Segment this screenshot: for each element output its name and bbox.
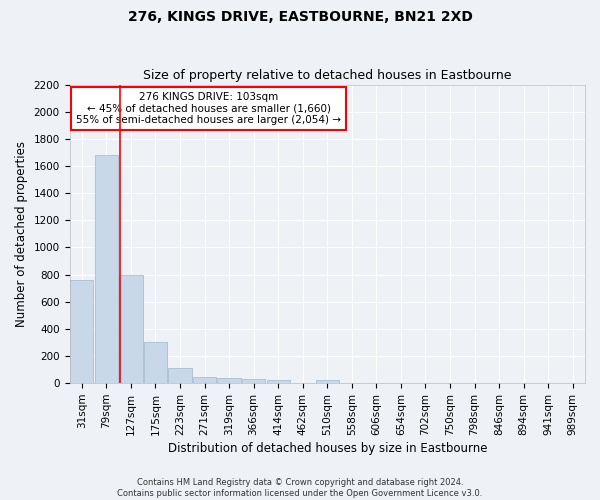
Bar: [242, 380, 265, 383]
Bar: [217, 378, 241, 383]
Bar: [70, 280, 94, 383]
Text: Contains HM Land Registry data © Crown copyright and database right 2024.
Contai: Contains HM Land Registry data © Crown c…: [118, 478, 482, 498]
Bar: [193, 377, 216, 383]
Bar: [95, 155, 118, 383]
Bar: [266, 380, 290, 383]
Bar: [144, 342, 167, 383]
Title: Size of property relative to detached houses in Eastbourne: Size of property relative to detached ho…: [143, 69, 512, 82]
Bar: [169, 368, 191, 383]
Bar: [316, 380, 339, 383]
X-axis label: Distribution of detached houses by size in Eastbourne: Distribution of detached houses by size …: [167, 442, 487, 455]
Text: 276, KINGS DRIVE, EASTBOURNE, BN21 2XD: 276, KINGS DRIVE, EASTBOURNE, BN21 2XD: [128, 10, 472, 24]
Y-axis label: Number of detached properties: Number of detached properties: [15, 141, 28, 327]
Text: 276 KINGS DRIVE: 103sqm
← 45% of detached houses are smaller (1,660)
55% of semi: 276 KINGS DRIVE: 103sqm ← 45% of detache…: [76, 92, 341, 125]
Bar: [119, 274, 143, 383]
